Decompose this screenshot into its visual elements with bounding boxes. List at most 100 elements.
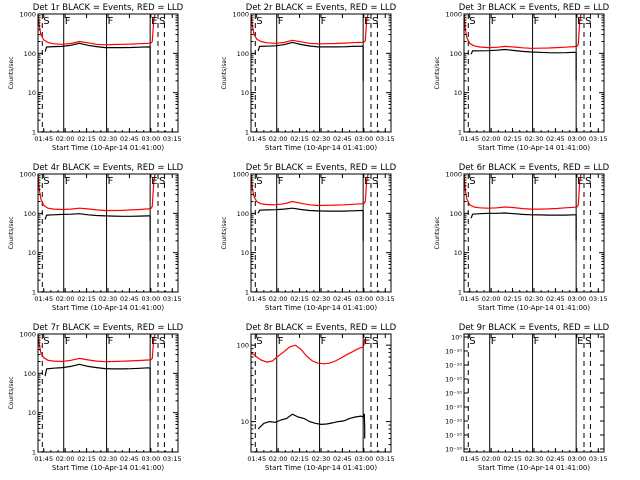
x-tick-label: 01:45 [460,295,479,303]
event-marker-e: E [577,16,583,27]
y-tick-label: 10⁻¹⁰ [445,446,462,454]
x-tick-label: 02:45 [120,455,139,463]
event-marker-s: S [159,176,165,187]
x-tick-label: 02:00 [269,135,288,143]
x-tick-label: 01:45 [34,295,53,303]
x-tick-label: 03:00 [141,295,160,303]
x-tick-label: 03:15 [589,135,608,143]
x-tick-label: 03:15 [376,455,395,463]
event-marker-f: F [534,336,540,347]
y-tick-label: 10⁻¹⁰ [445,362,462,370]
x-tick-label: 02:45 [120,135,139,143]
y-tick-label: 100 [24,210,36,218]
y-tick-label: 10⁻¹⁰ [445,376,462,384]
x-tick-label: 01:45 [247,455,266,463]
event-marker-s: S [43,16,49,27]
x-tick-label: 02:30 [99,295,118,303]
event-marker-f: F [108,176,114,187]
y-tick-label: 1000 [19,171,36,179]
y-tick-label: 1000 [232,11,249,19]
x-tick-label: 02:30 [99,455,118,463]
x-tick-label: 02:15 [77,135,96,143]
series-events-line [257,41,364,81]
event-marker-s: S [372,336,378,347]
event-marker-s: S [256,176,262,187]
x-tick-label: 02:15 [290,455,309,463]
series-events-line [470,212,577,241]
x-tick-label: 03:00 [141,455,160,463]
x-tick-label: 02:00 [482,135,501,143]
series-events-line [257,207,364,241]
y-tick-label: 100 [450,210,462,218]
x-tick-label: 03:15 [589,455,608,463]
y-tick-label: 1 [32,449,36,457]
y-tick-label: 10 [28,249,36,257]
event-marker-s: S [256,16,262,27]
event-marker-s: S [159,16,165,27]
y-axis-label: Counts/sec [8,376,15,409]
panel-title: Det 4r BLACK = Events, RED = LLD [33,163,184,173]
event-marker-f: F [321,176,327,187]
x-tick-label: 02:45 [333,455,352,463]
x-tick-label: 03:15 [376,295,395,303]
x-axis-label: Start Time (10-Apr-14 01:41:00) [478,304,590,312]
x-axis-label: Start Time (10-Apr-14 01:41:00) [52,304,164,312]
x-tick-label: 02:30 [525,295,544,303]
x-tick-label: 02:30 [525,455,544,463]
event-marker-f: F [65,16,71,27]
panel-title: Det 1r BLACK = Events, RED = LLD [33,3,184,13]
x-tick-label: 02:30 [312,135,331,143]
y-tick-label: 10 [241,418,249,426]
y-tick-label: 100 [237,50,249,58]
y-tick-label: 10 [28,409,36,417]
y-tick-label: 1000 [445,171,462,179]
plot-frame [250,13,392,133]
event-marker-f: F [108,16,114,27]
x-tick-label: 01:45 [460,455,479,463]
event-marker-f: F [278,336,284,347]
y-tick-label: 1 [245,129,249,137]
x-tick-label: 03:00 [354,135,373,143]
x-tick-label: 02:30 [525,135,544,143]
y-tick-label: 100 [237,210,249,218]
series-lld-line [250,173,369,207]
x-axis-label: Start Time (10-Apr-14 01:41:00) [478,144,590,152]
series-lld-line [463,173,582,210]
event-marker-s: S [372,16,378,27]
series-lld-line [37,13,156,46]
x-tick-label: 02:15 [503,295,522,303]
y-tick-label: 10⁻¹⁰ [445,390,462,398]
x-tick-label: 03:15 [163,295,182,303]
event-marker-s: S [585,16,591,27]
y-tick-label: 100 [450,50,462,58]
y-tick-label: 1000 [19,11,36,19]
x-tick-label: 03:15 [376,135,395,143]
x-tick-label: 02:45 [546,135,565,143]
event-marker-s: S [469,176,475,187]
x-tick-label: 01:45 [34,455,53,463]
x-tick-label: 03:15 [589,295,608,303]
plot-frame [250,173,392,293]
x-axis-label: Start Time (10-Apr-14 01:41:00) [265,464,377,472]
plot-frame [463,333,605,453]
x-tick-label: 01:45 [247,135,266,143]
x-axis-label: Start Time (10-Apr-14 01:41:00) [478,464,590,472]
x-axis-label: Start Time (10-Apr-14 01:41:00) [52,144,164,152]
x-tick-label: 02:45 [333,135,352,143]
event-marker-s: S [256,336,262,347]
x-tick-label: 02:15 [77,455,96,463]
x-tick-label: 02:15 [290,135,309,143]
x-tick-label: 02:30 [312,455,331,463]
x-axis-label: Start Time (10-Apr-14 01:41:00) [265,304,377,312]
event-marker-e: E [364,16,370,27]
panel-title: Det 8r BLACK = Events, RED = LLD [246,323,397,333]
x-tick-label: 01:45 [460,135,479,143]
plot-frame [463,173,605,293]
plot-frame [463,13,605,133]
